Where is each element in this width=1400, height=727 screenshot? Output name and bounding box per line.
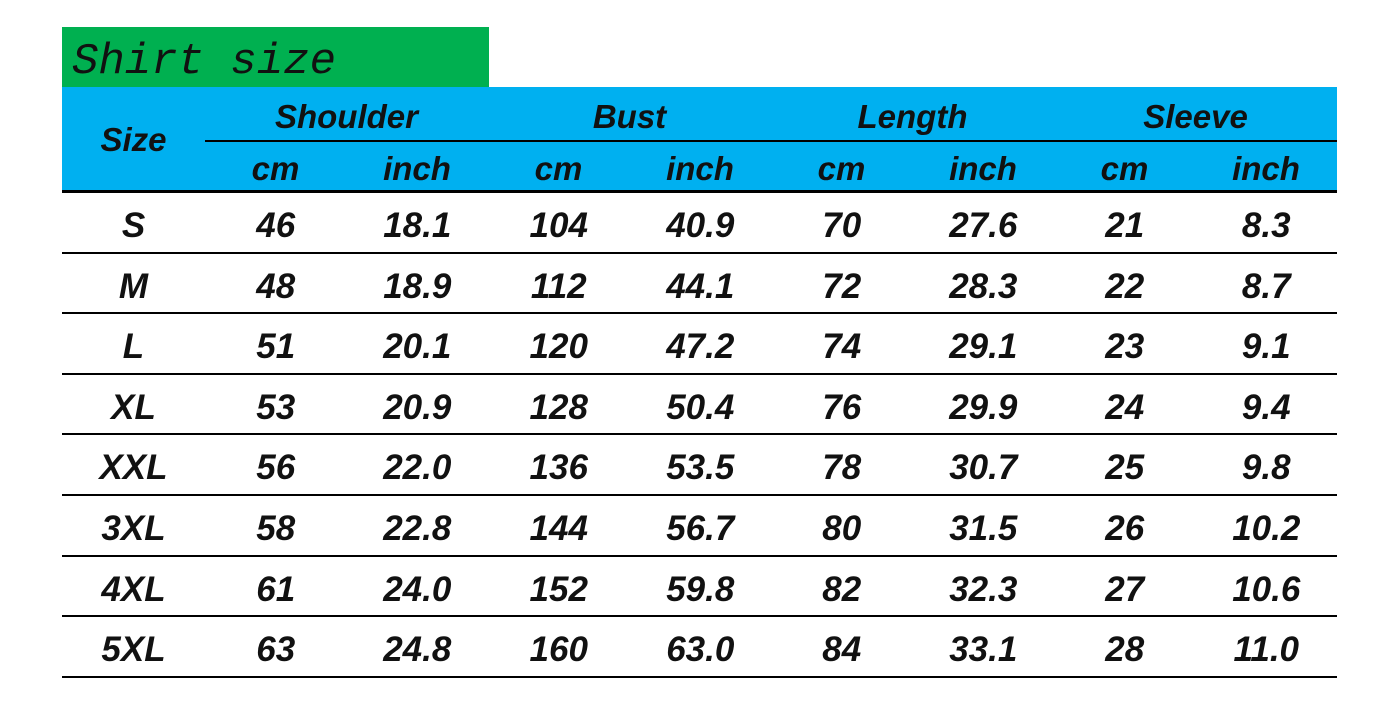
value-cell: 50.4 xyxy=(666,387,735,427)
value-cell: 28 xyxy=(1105,630,1145,670)
value-cell: 33.1 xyxy=(949,630,1018,670)
size-cell: S xyxy=(121,206,146,245)
value-cell: 20.1 xyxy=(383,327,452,367)
value-cell: 72 xyxy=(822,266,862,306)
table-row: 4XL 61 24.0 152 59.8 82 32.3 27 10.6 xyxy=(62,557,1337,618)
table-row: 5XL 63 24.8 160 63.0 84 33.1 28 11.0 xyxy=(62,617,1337,678)
value-cell: 22.8 xyxy=(383,508,452,548)
value-cell: 9.4 xyxy=(1241,387,1291,427)
table-row: L 51 20.1 120 47.2 74 29.1 23 9.1 xyxy=(62,314,1337,375)
value-cell: 160 xyxy=(529,630,588,670)
value-cell: 22 xyxy=(1105,266,1145,306)
value-cell: 53 xyxy=(256,387,296,427)
table-row: XL 53 20.9 128 50.4 76 29.9 24 9.4 xyxy=(62,375,1337,436)
table-row: XXL 56 22.0 136 53.5 78 30.7 25 9.8 xyxy=(62,435,1337,496)
size-cell: 4XL xyxy=(101,569,166,609)
value-cell: 128 xyxy=(529,387,588,427)
value-cell: 10.2 xyxy=(1232,508,1301,548)
value-cell: 23 xyxy=(1105,327,1145,367)
value-cell: 29.9 xyxy=(949,387,1018,427)
value-cell: 31.5 xyxy=(949,508,1018,548)
size-cell: XXL xyxy=(99,448,168,488)
value-cell: 24.0 xyxy=(383,569,452,609)
size-cell: L xyxy=(122,327,145,367)
value-cell: 74 xyxy=(822,327,862,367)
value-cell: 9.8 xyxy=(1241,448,1291,488)
value-cell: 84 xyxy=(822,630,862,670)
size-cell: 5XL xyxy=(101,630,166,670)
value-cell: 18.9 xyxy=(383,266,452,306)
table-header: Size Shoulder cm inch Bust cm inch Length cm inc… xyxy=(62,87,1337,193)
value-cell: 29.1 xyxy=(949,327,1018,367)
header-divider xyxy=(205,140,1337,142)
size-cell: 3XL xyxy=(101,508,166,548)
value-cell: 25 xyxy=(1105,448,1145,488)
value-cell: 76 xyxy=(822,387,862,427)
size-cell: M xyxy=(118,266,149,306)
table-row: 3XL 58 22.8 144 56.7 80 31.5 26 10.2 xyxy=(62,496,1337,557)
value-cell: 18.1 xyxy=(383,206,452,245)
unit-header-cm: cm xyxy=(534,150,583,187)
value-cell: 20.9 xyxy=(383,387,452,427)
value-cell: 112 xyxy=(530,266,587,306)
unit-header-cm: cm xyxy=(251,150,300,187)
value-cell: 59.8 xyxy=(666,569,735,609)
value-cell: 63.0 xyxy=(666,630,735,670)
value-cell: 32.3 xyxy=(949,569,1018,609)
group-header-sleeve: Sleeve xyxy=(1143,98,1248,135)
size-table-body: S 46 18.1 104 40.9 70 27.6 21 8.3 M 48 18.9 112 44.1 7… xyxy=(62,193,1337,678)
value-cell: 8.3 xyxy=(1241,206,1291,245)
value-cell: 11.0 xyxy=(1233,630,1300,670)
value-cell: 46 xyxy=(256,206,296,245)
size-column-header: Size xyxy=(100,121,167,158)
value-cell: 70 xyxy=(822,206,862,245)
chart-title: Shirt size xyxy=(62,27,489,87)
table-row: M 48 18.9 112 44.1 72 28.3 22 8.7 xyxy=(62,254,1337,315)
unit-header-inch: inch xyxy=(1232,150,1300,187)
value-cell: 10.6 xyxy=(1232,569,1301,609)
value-cell: 26 xyxy=(1105,508,1145,548)
value-cell: 61 xyxy=(256,569,296,609)
value-cell: 24 xyxy=(1105,387,1145,427)
unit-header-cm: cm xyxy=(1100,150,1149,187)
value-cell: 28.3 xyxy=(949,266,1018,306)
value-cell: 44.1 xyxy=(666,266,735,306)
value-cell: 53.5 xyxy=(666,448,735,488)
value-cell: 120 xyxy=(529,327,588,367)
value-cell: 104 xyxy=(529,206,588,245)
value-cell: 27.6 xyxy=(949,206,1018,245)
value-cell: 136 xyxy=(529,448,588,488)
value-cell: 9.1 xyxy=(1241,327,1291,367)
table-row: S 46 18.1 104 40.9 70 27.6 21 8.3 xyxy=(62,193,1337,254)
value-cell: 27 xyxy=(1105,569,1145,609)
unit-header-inch: inch xyxy=(949,150,1017,187)
value-cell: 152 xyxy=(529,569,588,609)
value-cell: 58 xyxy=(256,508,296,548)
value-cell: 56.7 xyxy=(666,508,735,548)
value-cell: 48 xyxy=(256,266,296,306)
size-cell: XL xyxy=(111,387,156,427)
value-cell: 56 xyxy=(256,448,296,488)
value-cell: 22.0 xyxy=(383,448,452,488)
value-cell: 40.9 xyxy=(666,206,735,245)
group-header-length: Length xyxy=(857,98,968,135)
value-cell: 63 xyxy=(256,630,296,670)
value-cell: 8.7 xyxy=(1241,266,1291,306)
unit-header-inch: inch xyxy=(383,150,451,187)
value-cell: 80 xyxy=(822,508,862,548)
value-cell: 47.2 xyxy=(666,327,735,367)
value-cell: 21 xyxy=(1105,206,1145,245)
value-cell: 144 xyxy=(529,508,588,548)
value-cell: 24.8 xyxy=(383,630,452,670)
unit-header-inch: inch xyxy=(666,150,734,187)
value-cell: 30.7 xyxy=(949,448,1018,488)
group-header-shoulder: Shoulder xyxy=(274,98,418,135)
value-cell: 82 xyxy=(822,569,862,609)
group-header-bust: Bust xyxy=(592,98,667,135)
value-cell: 78 xyxy=(822,448,862,488)
value-cell: 51 xyxy=(256,327,296,367)
unit-header-cm: cm xyxy=(817,150,866,187)
